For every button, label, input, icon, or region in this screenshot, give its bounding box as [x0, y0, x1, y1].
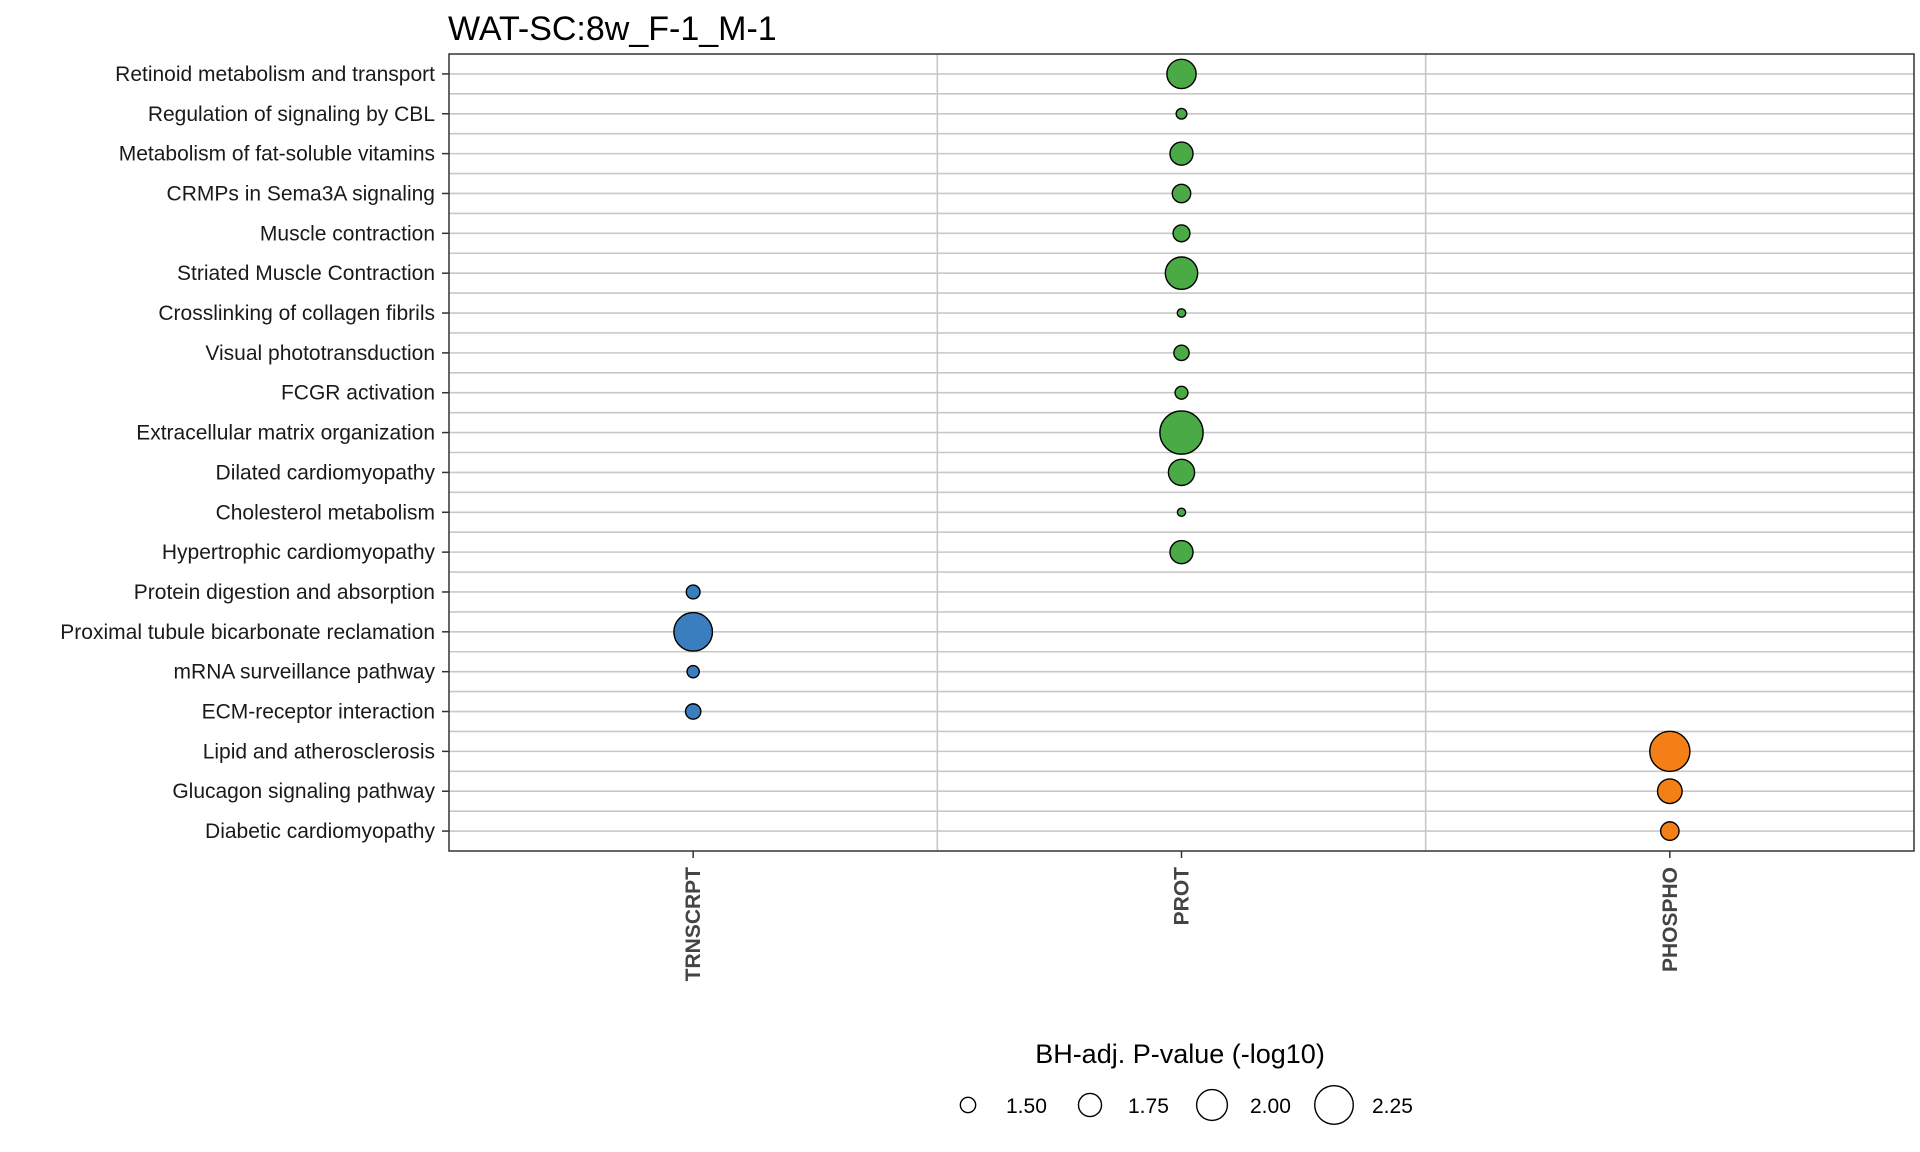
- y-tick-label: Cholesterol metabolism: [216, 501, 435, 524]
- point-prot: [1166, 58, 1197, 90]
- y-tick-label: Glucagon signaling pathway: [172, 780, 435, 803]
- y-tick-label: Lipid and atherosclerosis: [203, 740, 435, 763]
- point-prot: [1173, 344, 1190, 362]
- y-tick-label: Muscle contraction: [260, 222, 435, 245]
- point-phospho: [1656, 778, 1683, 805]
- point-prot: [1169, 141, 1194, 166]
- legend-title: BH-adj. P-value (-log10): [1035, 1039, 1325, 1069]
- y-tick-label: Diabetic cardiomyopathy: [205, 820, 435, 843]
- x-tick-label: TRNSCRPT: [682, 867, 705, 982]
- point-trnscrpt: [684, 703, 702, 720]
- legend-key-label: 1.50: [1006, 1095, 1047, 1118]
- y-tick-label: Metabolism of fat-soluble vitamins: [119, 143, 435, 166]
- point-phospho: [1649, 730, 1691, 773]
- point-phospho: [1659, 821, 1680, 841]
- point-prot: [1172, 224, 1191, 243]
- y-tick-label: Striated Muscle Contraction: [177, 262, 435, 285]
- point-prot: [1174, 385, 1189, 400]
- y-tick-label: Proximal tubule bicarbonate reclamation: [60, 621, 435, 644]
- legend-key-label: 1.75: [1128, 1095, 1169, 1118]
- y-tick-label: Dilated cardiomyopathy: [216, 461, 436, 484]
- point-prot: [1175, 107, 1188, 120]
- y-tick-label: CRMPs in Sema3A signaling: [167, 182, 435, 205]
- chart-title: WAT-SC:8w_F-1_M-1: [448, 10, 777, 48]
- point-prot: [1159, 410, 1204, 455]
- size-legend: BH-adj. P-value (-log10) 1.50 1.75 2.00 2.2…: [959, 1039, 1413, 1125]
- legend-key-circle: [1195, 1088, 1229, 1122]
- point-prot: [1167, 458, 1196, 487]
- y-tick-label: Visual phototransduction: [205, 342, 435, 365]
- legend-key-circle: [1077, 1092, 1103, 1118]
- y-axis: Retinoid metabolism and transport Regulat…: [60, 63, 449, 843]
- point-trnscrpt: [686, 664, 700, 679]
- point-trnscrpt: [685, 584, 701, 600]
- point-prot: [1176, 308, 1187, 318]
- point-prot: [1164, 256, 1199, 291]
- point-prot: [1171, 183, 1192, 204]
- legend-key-label: 2.00: [1250, 1095, 1291, 1118]
- data-points: [673, 58, 1691, 841]
- legend-key-circle: [959, 1096, 977, 1114]
- point-prot: [1169, 539, 1194, 565]
- point-trnscrpt: [673, 611, 714, 652]
- legend-key-label: 2.25: [1372, 1095, 1413, 1118]
- y-tick-label: Crosslinking of collagen fibrils: [158, 302, 435, 325]
- y-tick-label: ECM-receptor interaction: [202, 701, 435, 724]
- point-prot: [1176, 507, 1187, 518]
- y-tick-label: Protein digestion and absorption: [134, 581, 435, 604]
- y-tick-label: Extracellular matrix organization: [136, 422, 435, 445]
- y-tick-label: Retinoid metabolism and transport: [115, 63, 435, 86]
- x-tick-label: PHOSPHO: [1659, 867, 1682, 972]
- y-tick-label: Regulation of signaling by CBL: [148, 103, 435, 126]
- legend-key-circle: [1314, 1085, 1354, 1125]
- y-tick-label: Hypertrophic cardiomyopathy: [162, 541, 436, 564]
- y-tick-label: FCGR activation: [281, 382, 435, 405]
- y-tick-label: mRNA surveillance pathway: [174, 661, 436, 684]
- x-tick-label: PROT: [1171, 867, 1194, 926]
- x-axis: TRNSCRPT PROT PHOSPHO: [682, 851, 1682, 981]
